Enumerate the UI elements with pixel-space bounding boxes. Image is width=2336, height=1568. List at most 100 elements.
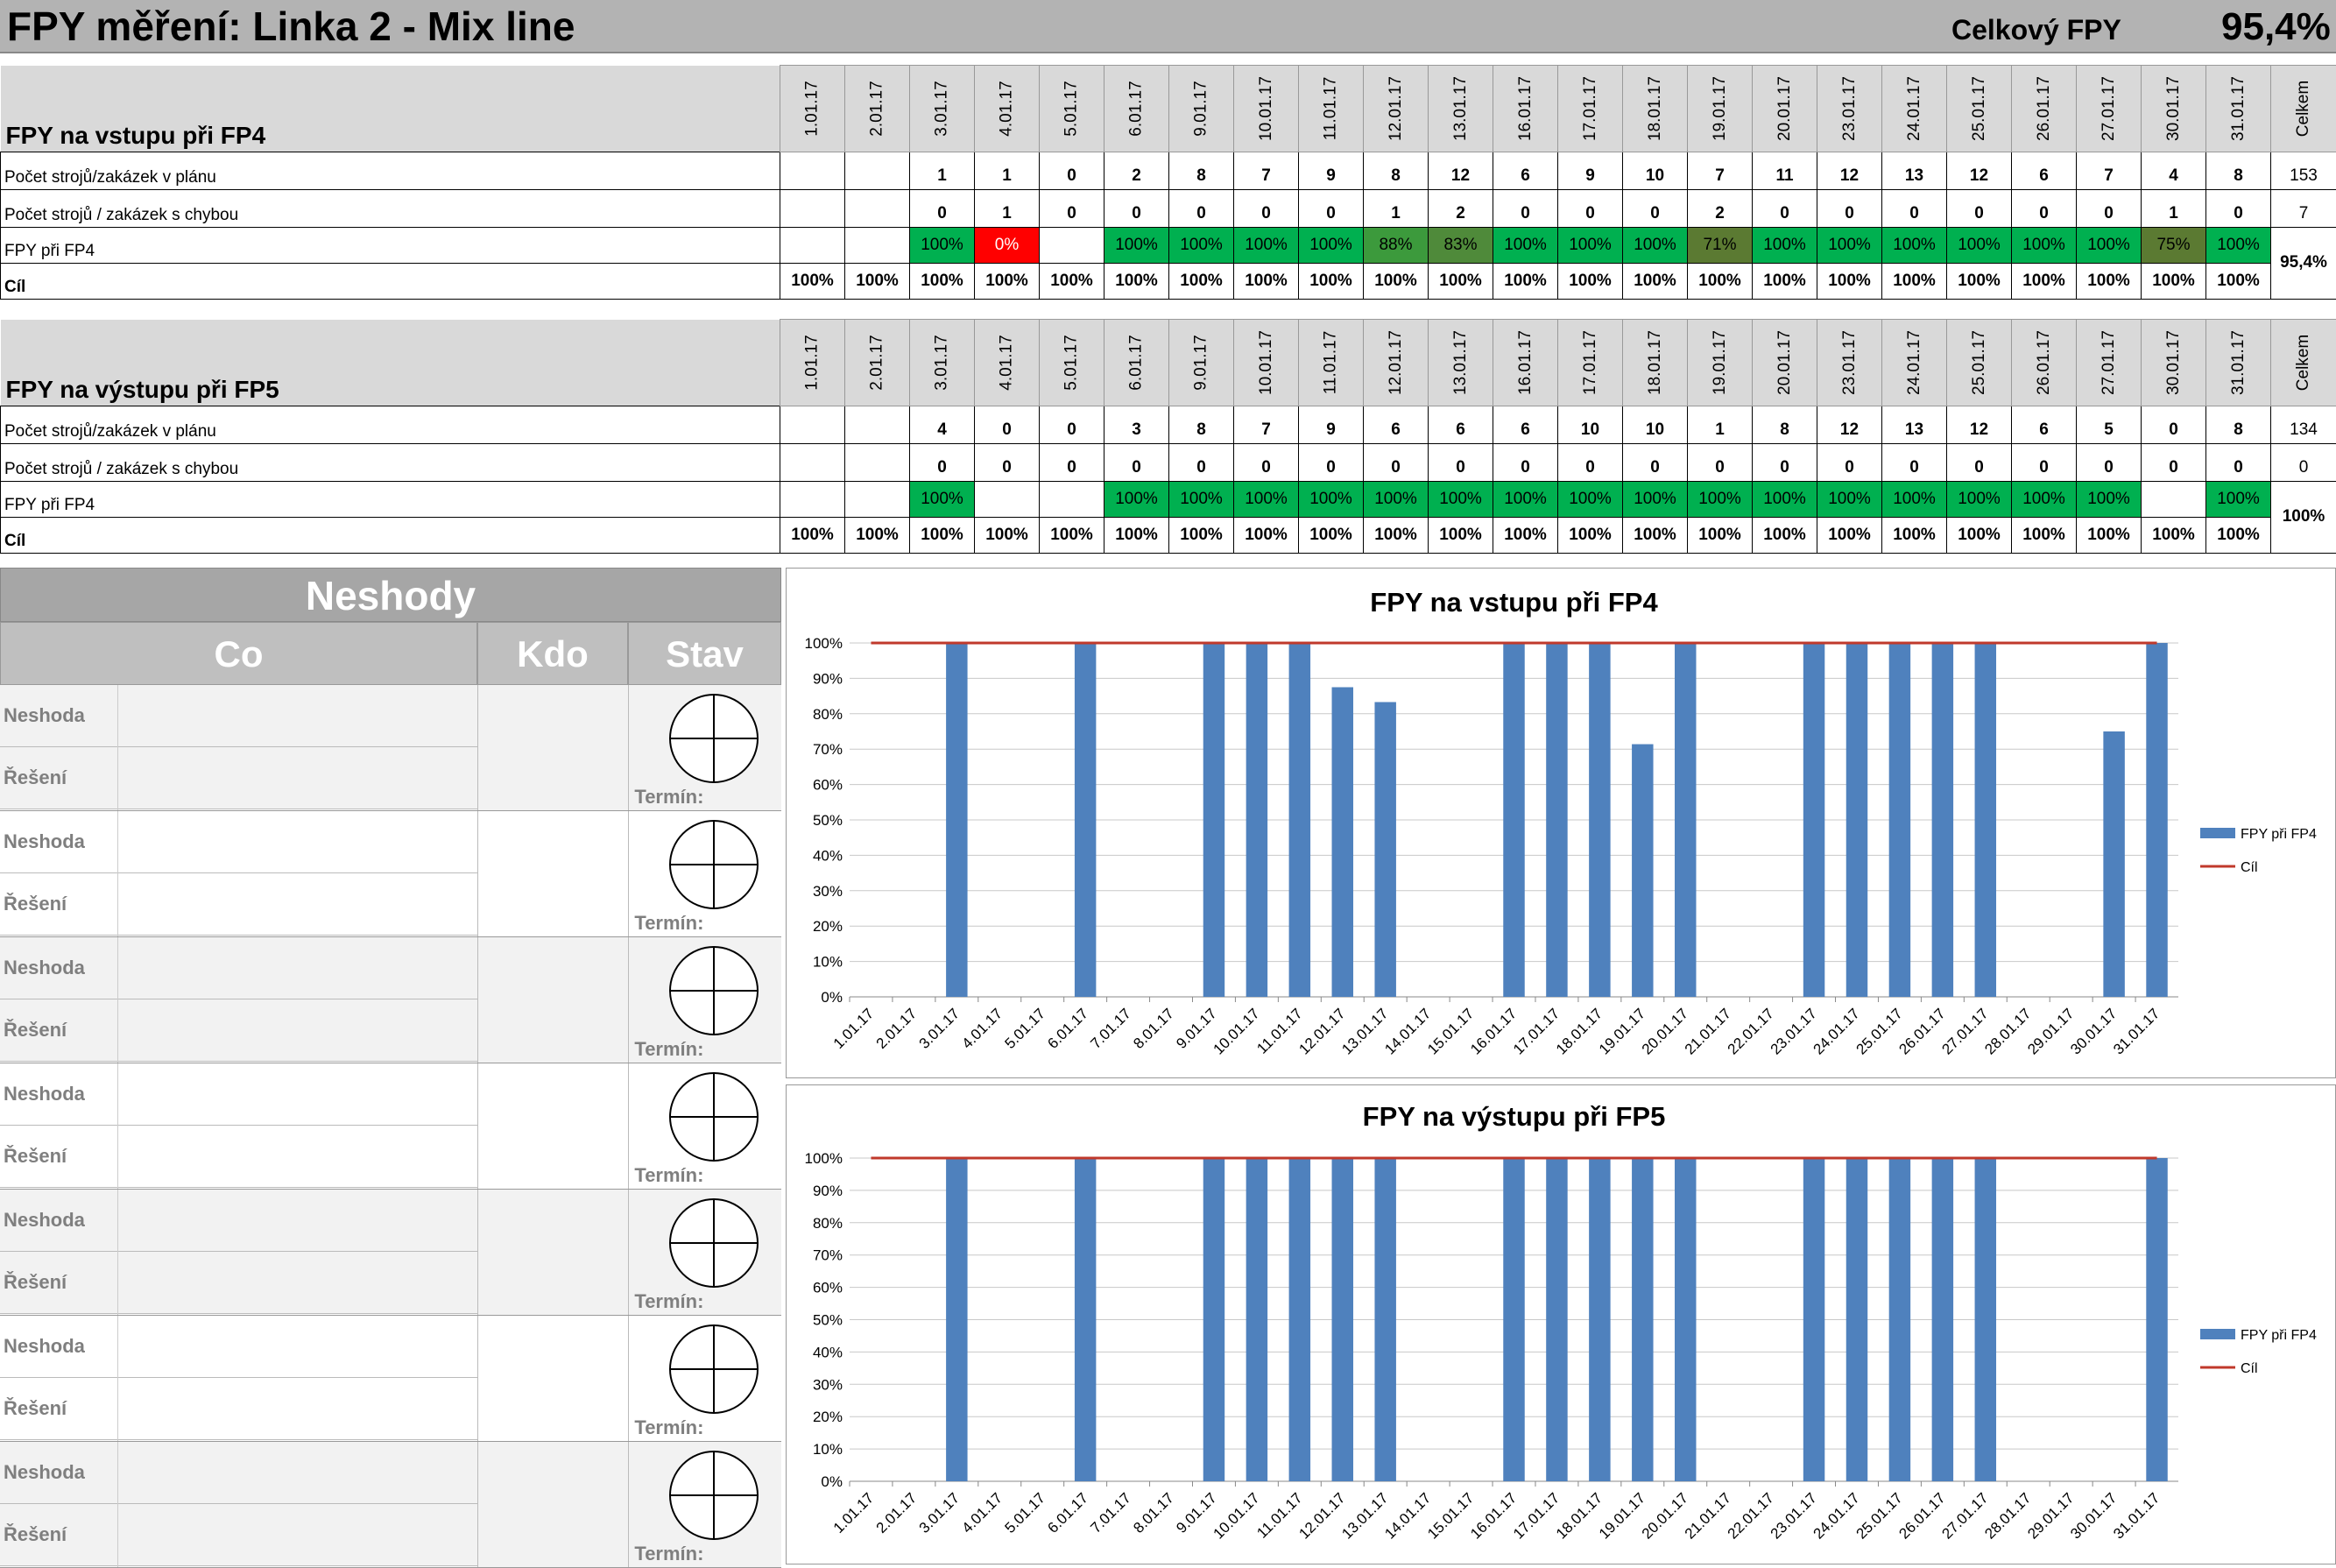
table-cell[interactable]: 8 bbox=[1169, 152, 1234, 189]
table-cell[interactable] bbox=[780, 152, 845, 189]
issue-kdo-field[interactable] bbox=[477, 1190, 630, 1315]
fpy-cell[interactable]: 100% bbox=[2012, 227, 2077, 263]
issue-text-field[interactable] bbox=[118, 1190, 477, 1252]
table-cell[interactable]: 0 bbox=[1169, 189, 1234, 227]
goal-cell[interactable]: 100% bbox=[1299, 263, 1364, 299]
table-cell[interactable]: 6 bbox=[1364, 406, 1429, 443]
fpy-cell[interactable]: 75% bbox=[2142, 227, 2206, 263]
table-cell[interactable]: 0 bbox=[1817, 189, 1882, 227]
fpy-cell[interactable]: 100% bbox=[1623, 481, 1688, 517]
goal-cell[interactable]: 100% bbox=[1947, 263, 2012, 299]
table-cell[interactable]: 3 bbox=[1104, 406, 1169, 443]
fpy-cell[interactable]: 100% bbox=[2206, 227, 2271, 263]
table-cell[interactable]: 6 bbox=[1429, 406, 1493, 443]
table-cell[interactable]: 9 bbox=[1299, 406, 1364, 443]
table-cell[interactable]: 0 bbox=[1040, 152, 1104, 189]
table-cell[interactable]: 0 bbox=[1688, 443, 1753, 481]
table-cell[interactable]: 8 bbox=[2206, 406, 2271, 443]
table-cell[interactable]: 0 bbox=[1753, 189, 1817, 227]
goal-cell[interactable]: 100% bbox=[910, 263, 975, 299]
solution-text-field[interactable] bbox=[118, 1378, 477, 1440]
table-cell[interactable]: 8 bbox=[1364, 152, 1429, 189]
status-circle-icon[interactable] bbox=[667, 818, 760, 911]
goal-cell[interactable]: 100% bbox=[1623, 517, 1688, 553]
issue-kdo-field[interactable] bbox=[477, 1316, 630, 1441]
status-circle-icon[interactable] bbox=[667, 692, 760, 785]
fpy-cell[interactable]: 100% bbox=[1169, 481, 1234, 517]
table-cell[interactable]: 0 bbox=[1623, 443, 1688, 481]
table-cell[interactable]: 1 bbox=[1688, 406, 1753, 443]
table-cell[interactable]: 0 bbox=[1947, 443, 2012, 481]
issue-text-field[interactable] bbox=[118, 1442, 477, 1504]
table-cell[interactable]: 12 bbox=[1817, 152, 1882, 189]
table-cell[interactable]: 13 bbox=[1882, 406, 1947, 443]
fpy-cell[interactable]: 100% bbox=[1558, 227, 1623, 263]
goal-cell[interactable]: 100% bbox=[1947, 517, 2012, 553]
goal-cell[interactable]: 100% bbox=[845, 263, 910, 299]
table-cell[interactable]: 0 bbox=[1364, 443, 1429, 481]
table-cell[interactable]: 4 bbox=[2142, 152, 2206, 189]
table-cell[interactable]: 0 bbox=[1234, 443, 1299, 481]
table-cell[interactable] bbox=[780, 443, 845, 481]
table-cell[interactable]: 11 bbox=[1753, 152, 1817, 189]
fpy-cell[interactable]: 88% bbox=[1364, 227, 1429, 263]
table-cell[interactable]: 0 bbox=[1558, 189, 1623, 227]
fpy-cell[interactable]: 100% bbox=[1493, 227, 1558, 263]
table-cell[interactable]: 1 bbox=[1364, 189, 1429, 227]
table-cell[interactable]: 8 bbox=[2206, 152, 2271, 189]
goal-cell[interactable]: 100% bbox=[2012, 517, 2077, 553]
goal-cell[interactable]: 100% bbox=[1558, 263, 1623, 299]
fpy-cell[interactable]: 100% bbox=[1947, 481, 2012, 517]
table-cell[interactable]: 0 bbox=[2142, 443, 2206, 481]
table-cell[interactable]: 1 bbox=[2142, 189, 2206, 227]
table-cell[interactable]: 0 bbox=[1753, 443, 1817, 481]
solution-text-field[interactable] bbox=[118, 999, 477, 1062]
goal-cell[interactable]: 100% bbox=[1753, 263, 1817, 299]
goal-cell[interactable]: 100% bbox=[1429, 263, 1493, 299]
goal-cell[interactable]: 100% bbox=[780, 263, 845, 299]
goal-cell[interactable]: 100% bbox=[2142, 263, 2206, 299]
goal-cell[interactable]: 100% bbox=[1169, 517, 1234, 553]
fpy-cell[interactable]: 100% bbox=[1493, 481, 1558, 517]
goal-cell[interactable]: 100% bbox=[1882, 517, 1947, 553]
goal-cell[interactable]: 100% bbox=[1104, 263, 1169, 299]
issue-text-field[interactable] bbox=[118, 937, 477, 999]
goal-cell[interactable]: 100% bbox=[1493, 517, 1558, 553]
fpy-cell[interactable]: 100% bbox=[1882, 481, 1947, 517]
fpy-cell[interactable]: 100% bbox=[910, 227, 975, 263]
table-cell[interactable]: 0 bbox=[1299, 443, 1364, 481]
goal-cell[interactable]: 100% bbox=[1040, 517, 1104, 553]
fpy-cell[interactable]: 71% bbox=[1688, 227, 1753, 263]
table-cell[interactable]: 6 bbox=[2012, 152, 2077, 189]
table-cell[interactable]: 0 bbox=[1817, 443, 1882, 481]
solution-text-field[interactable] bbox=[118, 1252, 477, 1314]
table-cell[interactable]: 9 bbox=[1558, 152, 1623, 189]
table-cell[interactable]: 7 bbox=[1234, 152, 1299, 189]
goal-cell[interactable]: 100% bbox=[1040, 263, 1104, 299]
table-cell[interactable]: 0 bbox=[2012, 443, 2077, 481]
table-cell[interactable]: 0 bbox=[2206, 189, 2271, 227]
goal-cell[interactable]: 100% bbox=[2142, 517, 2206, 553]
fpy-cell[interactable] bbox=[780, 481, 845, 517]
status-circle-icon[interactable] bbox=[667, 1197, 760, 1289]
goal-cell[interactable]: 100% bbox=[1882, 263, 1947, 299]
table-cell[interactable]: 0 bbox=[1234, 189, 1299, 227]
table-cell[interactable]: 10 bbox=[1558, 406, 1623, 443]
table-cell[interactable]: 0 bbox=[1040, 189, 1104, 227]
goal-cell[interactable]: 100% bbox=[1817, 517, 1882, 553]
issue-text-field[interactable] bbox=[118, 685, 477, 747]
fpy-cell[interactable]: 100% bbox=[1817, 227, 1882, 263]
issue-text-field[interactable] bbox=[118, 1316, 477, 1378]
table-cell[interactable]: 0 bbox=[1882, 443, 1947, 481]
table-cell[interactable]: 12 bbox=[1429, 152, 1493, 189]
fpy-cell[interactable]: 100% bbox=[1882, 227, 1947, 263]
fpy-cell[interactable] bbox=[1040, 481, 1104, 517]
goal-cell[interactable]: 100% bbox=[2206, 517, 2271, 553]
table-cell[interactable]: 9 bbox=[1299, 152, 1364, 189]
fpy-cell[interactable]: 100% bbox=[1104, 227, 1169, 263]
goal-cell[interactable]: 100% bbox=[1688, 517, 1753, 553]
goal-cell[interactable]: 100% bbox=[1429, 517, 1493, 553]
fpy-cell[interactable]: 100% bbox=[1623, 227, 1688, 263]
table-cell[interactable]: 8 bbox=[1753, 406, 1817, 443]
fpy-cell[interactable]: 100% bbox=[1364, 481, 1429, 517]
